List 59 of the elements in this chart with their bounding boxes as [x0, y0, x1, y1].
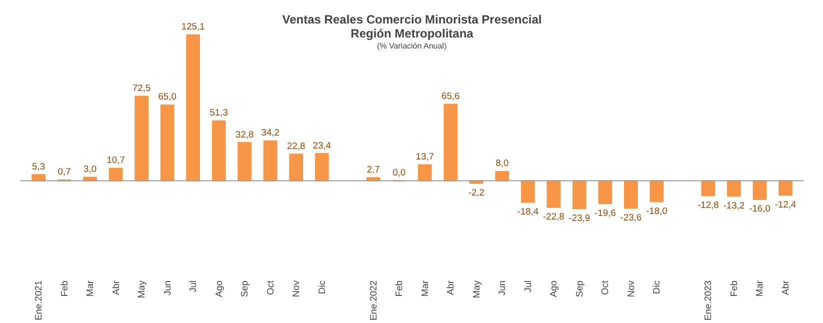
- data-label: -2,2: [468, 188, 484, 198]
- x-tick-label: Ene.2023: [703, 280, 714, 320]
- x-tick-label: Ene.2022: [368, 280, 378, 320]
- data-label: 3,0: [84, 164, 97, 174]
- data-label: 72,5: [132, 82, 151, 93]
- data-label: 23,4: [312, 140, 331, 150]
- x-tick-label: Abr: [446, 280, 456, 296]
- data-label: 8,0: [496, 158, 509, 168]
- data-label: -18,0: [646, 206, 668, 216]
- chart-subtitle: Región Metropolitana: [350, 26, 474, 40]
- data-label: 125,1: [181, 22, 205, 32]
- x-tick-label: Feb: [728, 280, 739, 297]
- x-tick-label: Mar: [420, 280, 430, 297]
- chart-title: Ventas Reales Comercio Minorista Presencial: [282, 12, 542, 26]
- x-tick-label: Jul: [522, 280, 533, 292]
- data-label: -12,8: [698, 200, 719, 210]
- x-tick-label: Nov: [291, 280, 302, 298]
- data-label: 5,3: [32, 161, 46, 172]
- annotation: (% Variación Anual): [376, 42, 447, 50]
- data-label: -23,6: [620, 212, 642, 223]
- data-label: -12,4: [774, 199, 796, 210]
- data-label: -23,9: [568, 212, 590, 223]
- x-tick-label: Dic: [652, 280, 662, 294]
- x-tick-label: Sep: [240, 280, 250, 298]
- data-label: 34,2: [261, 128, 280, 138]
- x-tick-label: May: [471, 280, 482, 298]
- x-tick-label: Mar: [85, 280, 96, 297]
- data-label: -19,6: [594, 208, 616, 218]
- x-tick-label: Feb: [59, 280, 70, 297]
- x-tick-label: Abr: [110, 280, 121, 296]
- data-label: 0,7: [58, 166, 71, 177]
- x-tick-label: Ago: [214, 280, 224, 298]
- x-tick-label: May: [136, 280, 147, 298]
- data-label: 2,7: [366, 164, 380, 174]
- data-label: 0,0: [392, 168, 406, 178]
- x-tick-label: Ago: [548, 280, 559, 298]
- data-label: 13,7: [416, 152, 434, 162]
- x-tick-label: Sep: [574, 280, 584, 298]
- data-label: -18,4: [517, 206, 539, 216]
- data-label: 22,8: [287, 140, 306, 151]
- x-tick-label: Ene.2021: [34, 280, 44, 320]
- data-label: -22,8: [543, 212, 564, 222]
- x-tick-label: Jun: [497, 280, 508, 296]
- x-tick-label: Oct: [600, 280, 610, 296]
- x-tick-label: Dic: [316, 280, 327, 294]
- x-tick-label: Jun: [162, 280, 172, 296]
- data-label: 51,3: [210, 108, 228, 118]
- x-tick-label: Jul: [188, 280, 198, 292]
- data-label: -16,0: [749, 204, 770, 214]
- x-tick-label: Feb: [394, 280, 404, 297]
- data-label: 65,6: [442, 91, 460, 102]
- data-label: 65,0: [158, 92, 176, 102]
- x-tick-label: Abr: [780, 280, 790, 296]
- data-label: -13,2: [723, 200, 745, 210]
- x-tick-label: Nov: [626, 280, 636, 298]
- x-tick-label: Oct: [265, 280, 276, 296]
- data-label: 10,7: [106, 155, 125, 166]
- data-label: 32,8: [236, 129, 254, 140]
- x-tick-label: Mar: [754, 280, 765, 297]
